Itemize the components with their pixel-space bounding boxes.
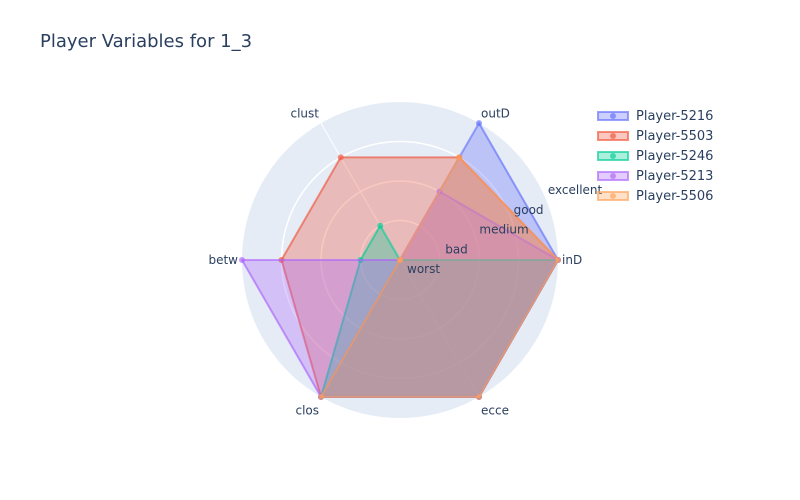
- legend-label: Player-5246: [636, 148, 714, 164]
- radial-tick-label: medium: [479, 223, 528, 237]
- data-point: [239, 257, 245, 263]
- legend-swatch: [597, 191, 629, 201]
- legend-swatch: [597, 111, 629, 121]
- radial-tick-label: excellent: [548, 183, 603, 197]
- data-point: [555, 257, 561, 263]
- data-point: [456, 154, 463, 161]
- axis-label-clust: clust: [291, 107, 320, 121]
- legend-item[interactable]: Player-5216: [596, 106, 713, 126]
- data-point: [476, 393, 482, 400]
- series-layer: [239, 120, 561, 400]
- angular-gridline: [399, 259, 480, 398]
- data-point: [337, 154, 344, 161]
- axis-label-betw: betw: [208, 253, 238, 267]
- legend-swatch: [597, 171, 629, 181]
- legend-item[interactable]: Player-5503: [596, 126, 713, 146]
- axis-label-clos: clos: [295, 403, 319, 417]
- legend-label: Player-5213: [636, 168, 714, 184]
- data-point: [318, 393, 324, 400]
- data-point: [397, 257, 403, 263]
- legend-swatch: [597, 151, 629, 161]
- radial-tick-label: good: [514, 203, 544, 217]
- series-area: [320, 156, 559, 398]
- legend-item[interactable]: Player-5213: [596, 166, 713, 186]
- legend-label: Player-5216: [636, 108, 714, 124]
- legend-label: Player-5506: [636, 188, 714, 204]
- radial-tick-label: worst: [407, 262, 440, 276]
- legend-swatch: [597, 131, 629, 141]
- chart-title: Player Variables for 1_3: [40, 31, 253, 52]
- legend-label: Player-5503: [636, 128, 714, 144]
- axis-labels: worst bad medium good excellent inD outD clust b…: [208, 107, 602, 418]
- series-player-5506: [318, 154, 561, 400]
- data-point: [476, 120, 482, 127]
- axis-label-ind: inD: [562, 253, 582, 267]
- legend: Player-5216 Player-5503 Player-5246 Player-…: [596, 106, 713, 206]
- legend-item[interactable]: Player-5246: [596, 146, 713, 166]
- legend-item[interactable]: Player-5506: [596, 186, 713, 206]
- axis-label-outd: outD: [481, 107, 510, 121]
- radial-tick-label: bad: [445, 242, 468, 256]
- axis-label-ecce: ecce: [481, 403, 509, 417]
- data-point: [377, 222, 384, 229]
